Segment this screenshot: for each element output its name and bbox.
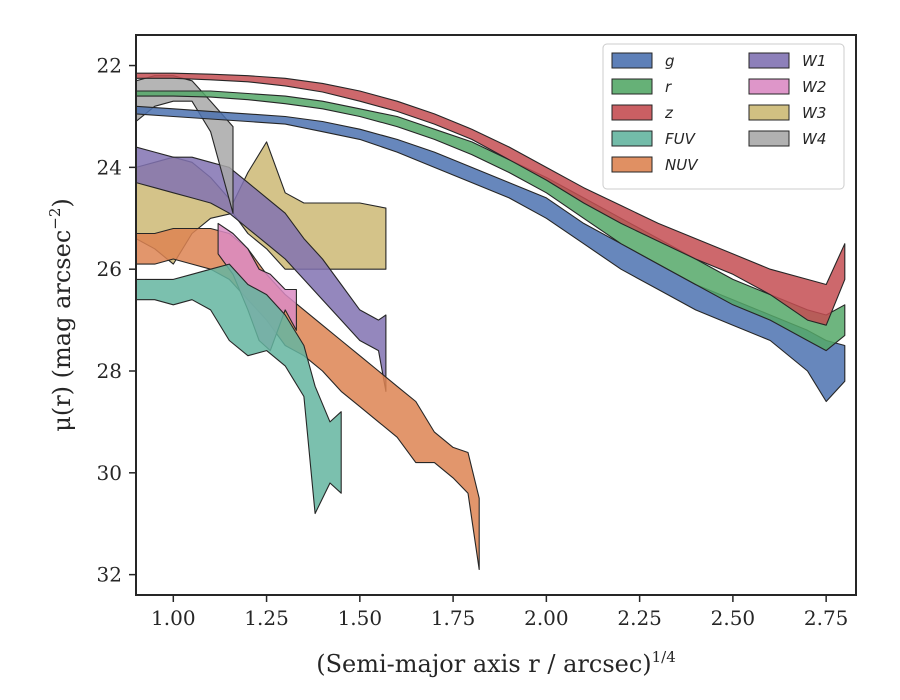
legend-swatch bbox=[748, 104, 790, 121]
legend: grz FUV NUV W1 W2 W3 W4 bbox=[602, 43, 845, 190]
plot-frame bbox=[135, 34, 857, 596]
series-bands bbox=[136, 72, 846, 571]
legend-label: FUV bbox=[665, 130, 697, 148]
x-axis-title: (Semi-major axis r / arcsec)1/4 bbox=[316, 648, 676, 678]
x-tick-label: 2.00 bbox=[524, 606, 569, 630]
legend-label: NUV bbox=[665, 156, 699, 174]
band-g bbox=[136, 105, 846, 403]
y-axis-title: μ(r) (mag arcsec−2) bbox=[46, 198, 76, 432]
legend-swatch bbox=[611, 52, 653, 69]
y-tick-label: 28 bbox=[97, 359, 122, 383]
legend-swatch bbox=[611, 78, 653, 95]
y-tick-label: 26 bbox=[97, 257, 122, 281]
legend-label: W1 bbox=[802, 52, 826, 70]
legend-label: W2 bbox=[802, 78, 826, 96]
x-tick-label: 1.00 bbox=[151, 606, 196, 630]
x-tick-label: 2.50 bbox=[711, 606, 756, 630]
legend-label: z bbox=[664, 104, 674, 122]
y-tick-label: 24 bbox=[97, 155, 122, 179]
band-r bbox=[136, 90, 846, 352]
legend-label: g bbox=[665, 52, 675, 70]
legend-swatch bbox=[748, 78, 790, 95]
x-tick-label: 2.75 bbox=[804, 606, 849, 630]
legend-swatch bbox=[611, 130, 653, 147]
x-axis-ticks: 1.00 1.25 1.50 1.75 2.00 2.25 2.50 2.75 bbox=[151, 595, 848, 630]
y-tick-label: 22 bbox=[97, 54, 122, 78]
legend-swatch bbox=[611, 104, 653, 121]
legend-swatch bbox=[748, 130, 790, 147]
y-axis-ticks: 22 24 26 28 30 32 bbox=[97, 54, 136, 587]
band-z bbox=[136, 72, 846, 326]
legend-label: r bbox=[665, 78, 672, 96]
x-tick-label: 1.25 bbox=[244, 606, 289, 630]
x-tick-label: 2.25 bbox=[617, 606, 662, 630]
x-tick-label: 1.75 bbox=[431, 606, 476, 630]
y-tick-label: 30 bbox=[97, 461, 122, 485]
legend-swatch bbox=[611, 156, 653, 173]
legend-label: W4 bbox=[802, 130, 826, 148]
legend-swatch bbox=[748, 52, 790, 69]
x-tick-label: 1.50 bbox=[338, 606, 383, 630]
legend-label: W3 bbox=[802, 104, 826, 122]
band-fuv bbox=[136, 263, 342, 515]
y-tick-label: 32 bbox=[97, 563, 122, 587]
